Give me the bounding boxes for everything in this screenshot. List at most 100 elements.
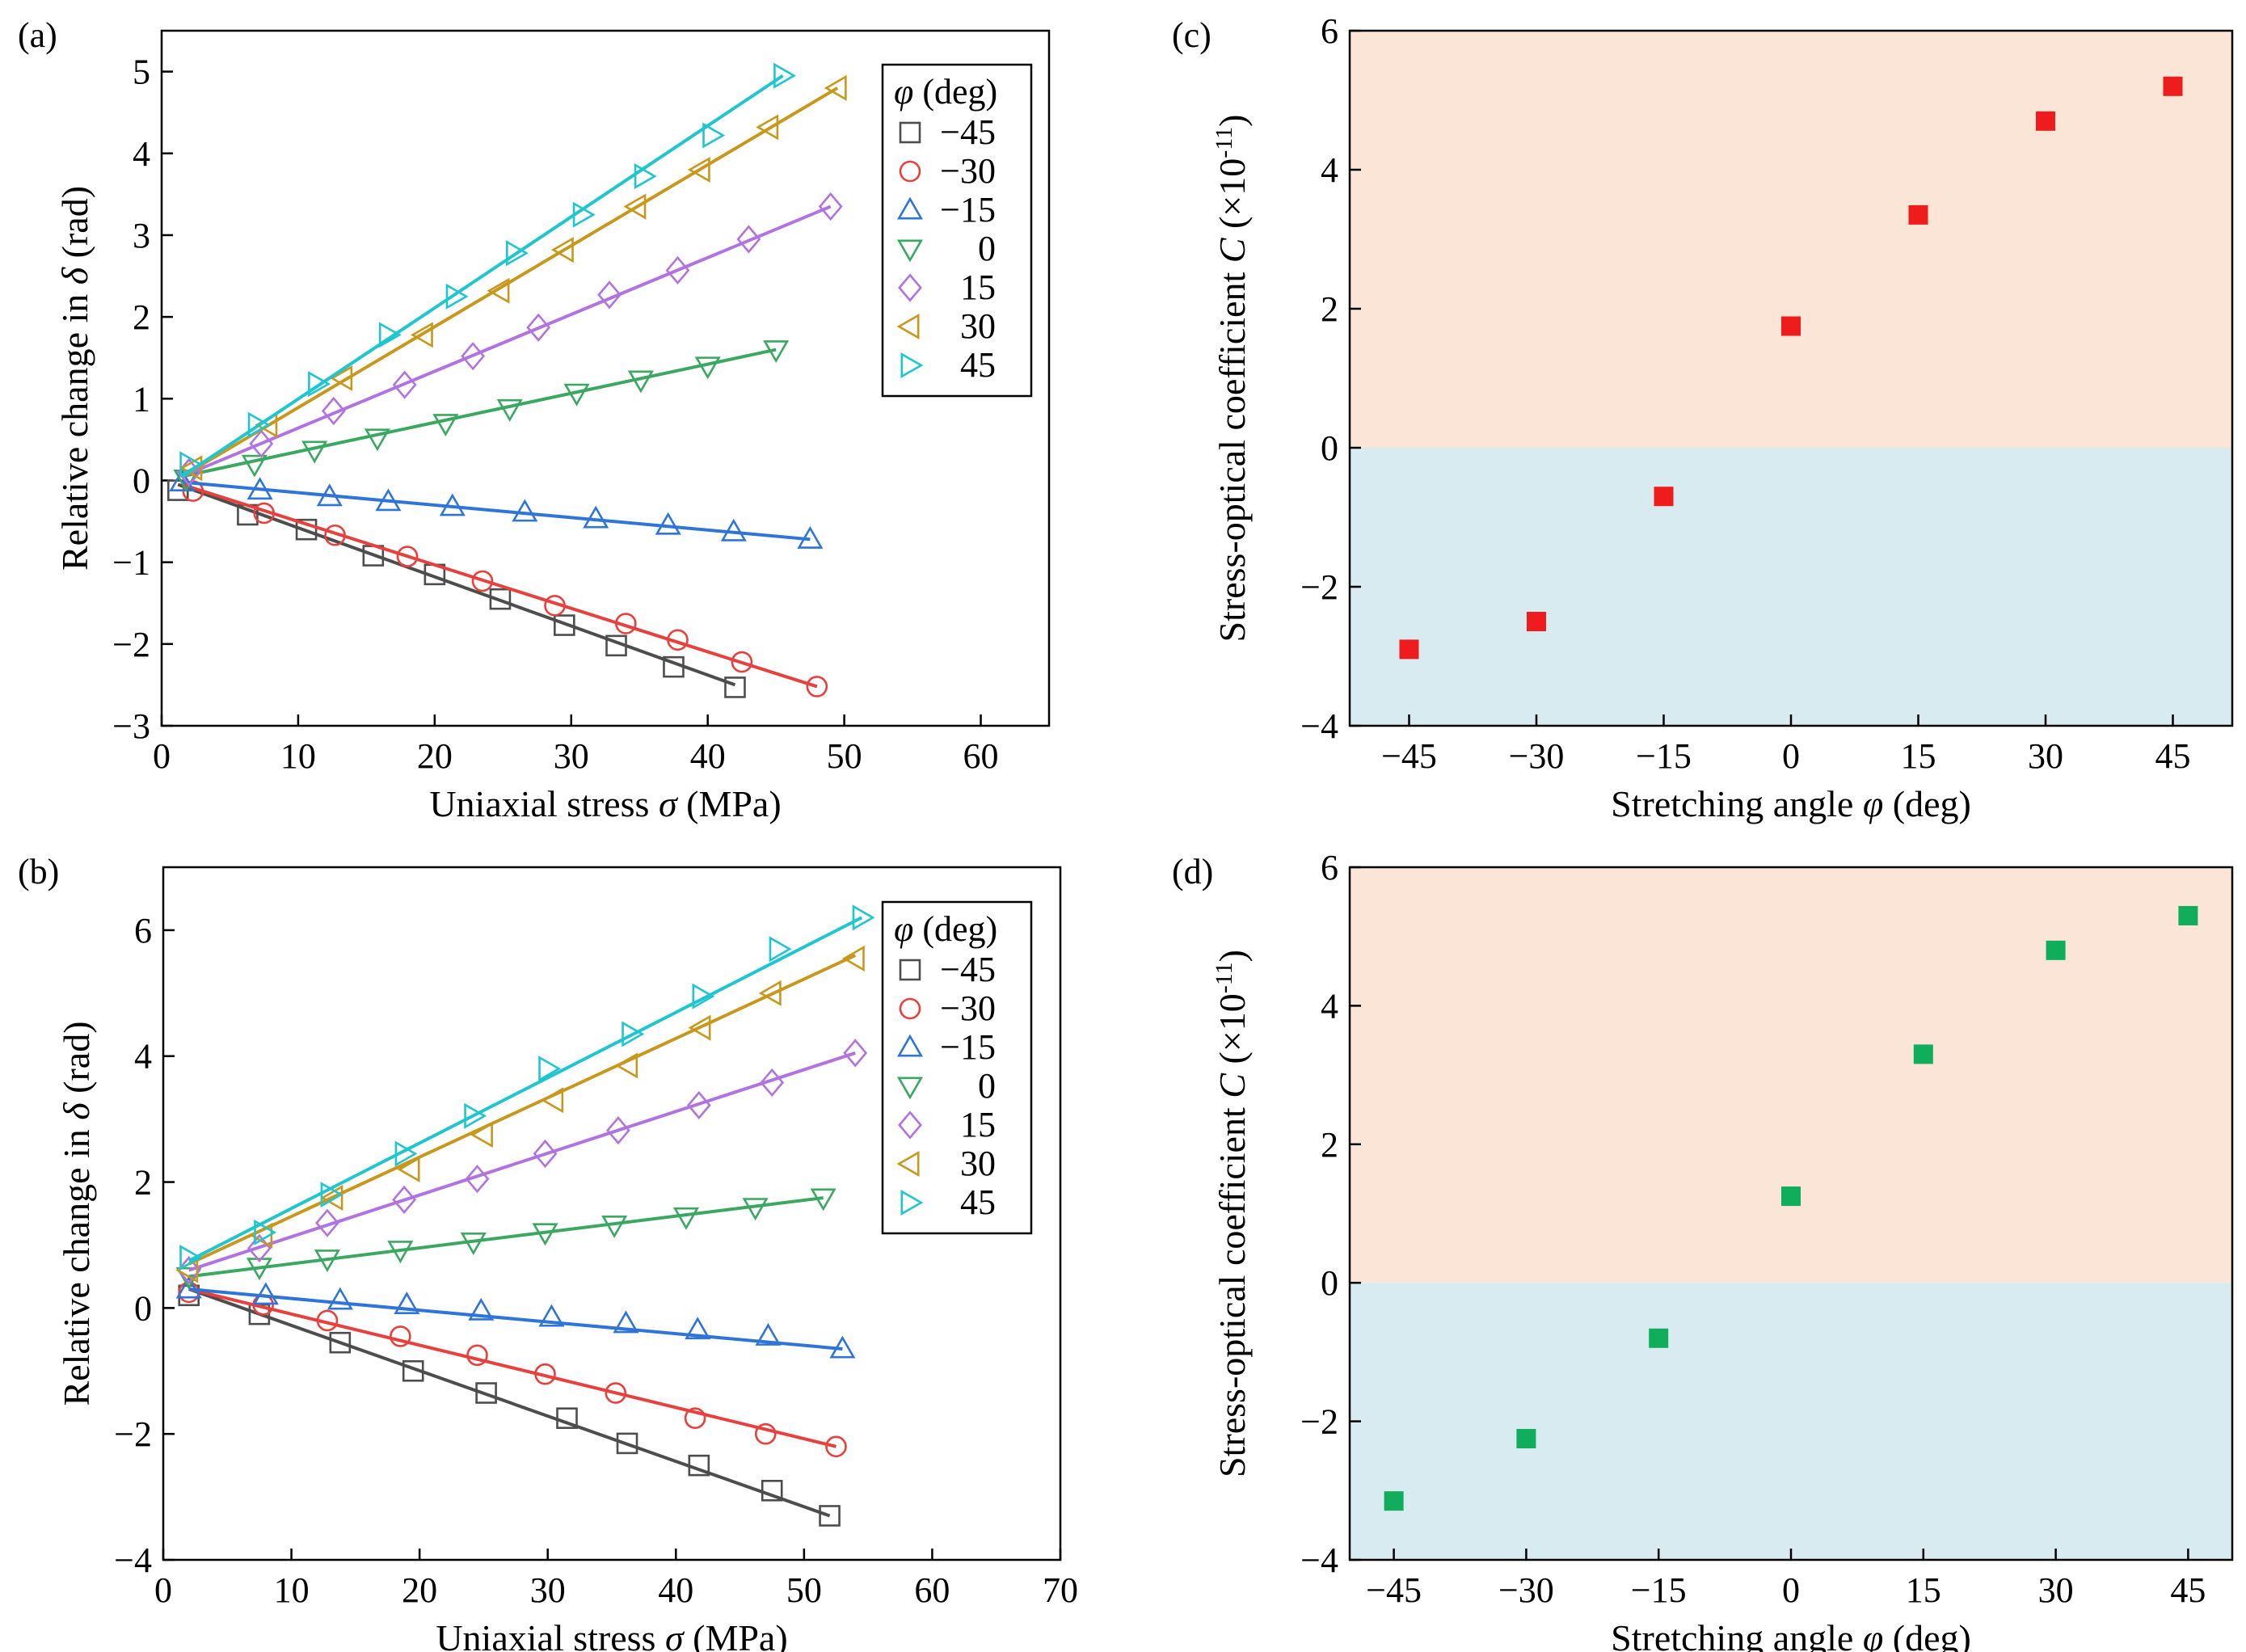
fit-line: [182, 480, 811, 542]
data-point: [634, 163, 657, 190]
data-point: [330, 365, 353, 392]
data-point: [686, 1090, 711, 1120]
data-layer: [175, 904, 875, 1527]
data-point: [179, 451, 203, 478]
y-tick-label: −1: [112, 543, 150, 583]
data-point: [252, 1282, 279, 1305]
data-point: [295, 518, 318, 541]
data-point: [392, 1185, 417, 1214]
data-point: [316, 1309, 339, 1332]
legend-label: −15: [940, 1027, 996, 1067]
y-tick-label: 6: [1321, 11, 1338, 51]
y-axis-title-close: ): [1211, 115, 1253, 127]
x-axis: −45 −30 −15 0 15 30 45: [1366, 1549, 2206, 1610]
data-point: [1384, 1491, 1404, 1511]
data-point: [583, 505, 609, 529]
plot-frame: [162, 866, 1062, 1561]
y-tick-label: 0: [133, 461, 150, 500]
fit-line: [181, 86, 839, 478]
data-point: [605, 1382, 627, 1404]
data-point: [1527, 612, 1546, 631]
data-point: [687, 156, 710, 183]
data-point: [538, 1056, 562, 1082]
data-point: [324, 524, 346, 546]
data-point: [554, 614, 575, 636]
data-point: [601, 1216, 628, 1238]
data-point: [692, 983, 715, 1009]
x-tick-label: 40: [658, 1570, 693, 1610]
data-point: [615, 613, 637, 634]
data-point: [758, 980, 782, 1006]
data-point: [387, 1241, 414, 1264]
x-axis-title: Stretching angle φ (deg): [1611, 1617, 1971, 1652]
x-tick-label: 45: [2155, 736, 2191, 776]
y-tick-label: 0: [1321, 1263, 1338, 1303]
data-point: [541, 1087, 564, 1114]
x-tick-label: −30: [1509, 736, 1565, 776]
series-30: [179, 74, 847, 482]
data-point: [470, 1122, 493, 1148]
data-point: [468, 1297, 495, 1321]
data-point: [2046, 940, 2066, 960]
legend-box: [881, 63, 1033, 398]
positive-region: [1350, 31, 2232, 448]
y-axis-title: Relative change in δ (rad): [56, 1021, 97, 1405]
data-point: [176, 1256, 201, 1285]
data-point: [526, 313, 551, 342]
y-tick-label: −2: [1300, 567, 1338, 607]
data-point: [390, 1325, 411, 1347]
x-tick-label: 15: [1906, 1570, 1941, 1610]
x-tick-label: 50: [827, 736, 862, 776]
data-point: [852, 904, 875, 931]
y-axis-title-prefix: Relative change in: [56, 1120, 97, 1406]
data-point: [250, 1222, 273, 1249]
data-point: [1781, 316, 1801, 336]
data-point: [241, 454, 268, 478]
x-axis: 0 10 20 30 40 50 60: [153, 714, 999, 776]
x-tick-label: 60: [914, 1570, 950, 1610]
y-tick-label: 4: [133, 134, 150, 174]
legend-title-suffix: (deg): [913, 72, 997, 112]
series-0: [173, 340, 790, 492]
data-point: [532, 1223, 558, 1246]
data-point: [685, 1317, 711, 1340]
data-point: [829, 1335, 856, 1359]
y-axis-title: Stress-optical coefficient C (×10-11): [1211, 115, 1253, 643]
data-point: [556, 1407, 578, 1430]
legend-label: 30: [960, 1144, 996, 1183]
x-tick-label: 0: [153, 736, 171, 776]
data-point: [169, 469, 196, 491]
data-point: [797, 525, 824, 549]
legend-title-symbol: φ: [894, 909, 913, 949]
x-axis-title-prefix: Stretching angle: [1611, 783, 1863, 824]
y-tick-label: 2: [134, 1163, 152, 1203]
data-point: [175, 1266, 202, 1290]
data-point: [253, 502, 275, 525]
data-point: [755, 1323, 782, 1346]
data-point: [439, 493, 466, 516]
data-point: [1516, 1429, 1536, 1449]
y-tick-label: 2: [133, 297, 150, 337]
data-point: [487, 277, 510, 304]
data-point: [627, 370, 654, 394]
data-point: [2178, 905, 2198, 925]
legend-marker: [900, 1189, 924, 1216]
x-tick-label: 15: [1901, 736, 1936, 776]
y-tick-label: 2: [1321, 289, 1338, 329]
data-point: [465, 1165, 490, 1194]
data-point: [688, 1014, 711, 1041]
legend-marker: [896, 1150, 920, 1178]
data-point: [841, 945, 865, 972]
x-tick-label: −15: [1636, 736, 1692, 776]
legend-label: 30: [960, 306, 996, 346]
legend-title: φ (deg): [894, 72, 997, 112]
data-point: [825, 1435, 847, 1458]
series-0: [175, 1188, 836, 1290]
x-axis: −45 −30 −15 0 15 30 45: [1381, 714, 2191, 776]
data-point: [665, 255, 690, 285]
data-point: [616, 1432, 638, 1455]
data-point: [315, 1208, 339, 1237]
y-axis: −4 −2 0 2 4 6: [1300, 848, 1361, 1580]
data-point: [672, 1207, 700, 1230]
data-point: [818, 192, 843, 221]
